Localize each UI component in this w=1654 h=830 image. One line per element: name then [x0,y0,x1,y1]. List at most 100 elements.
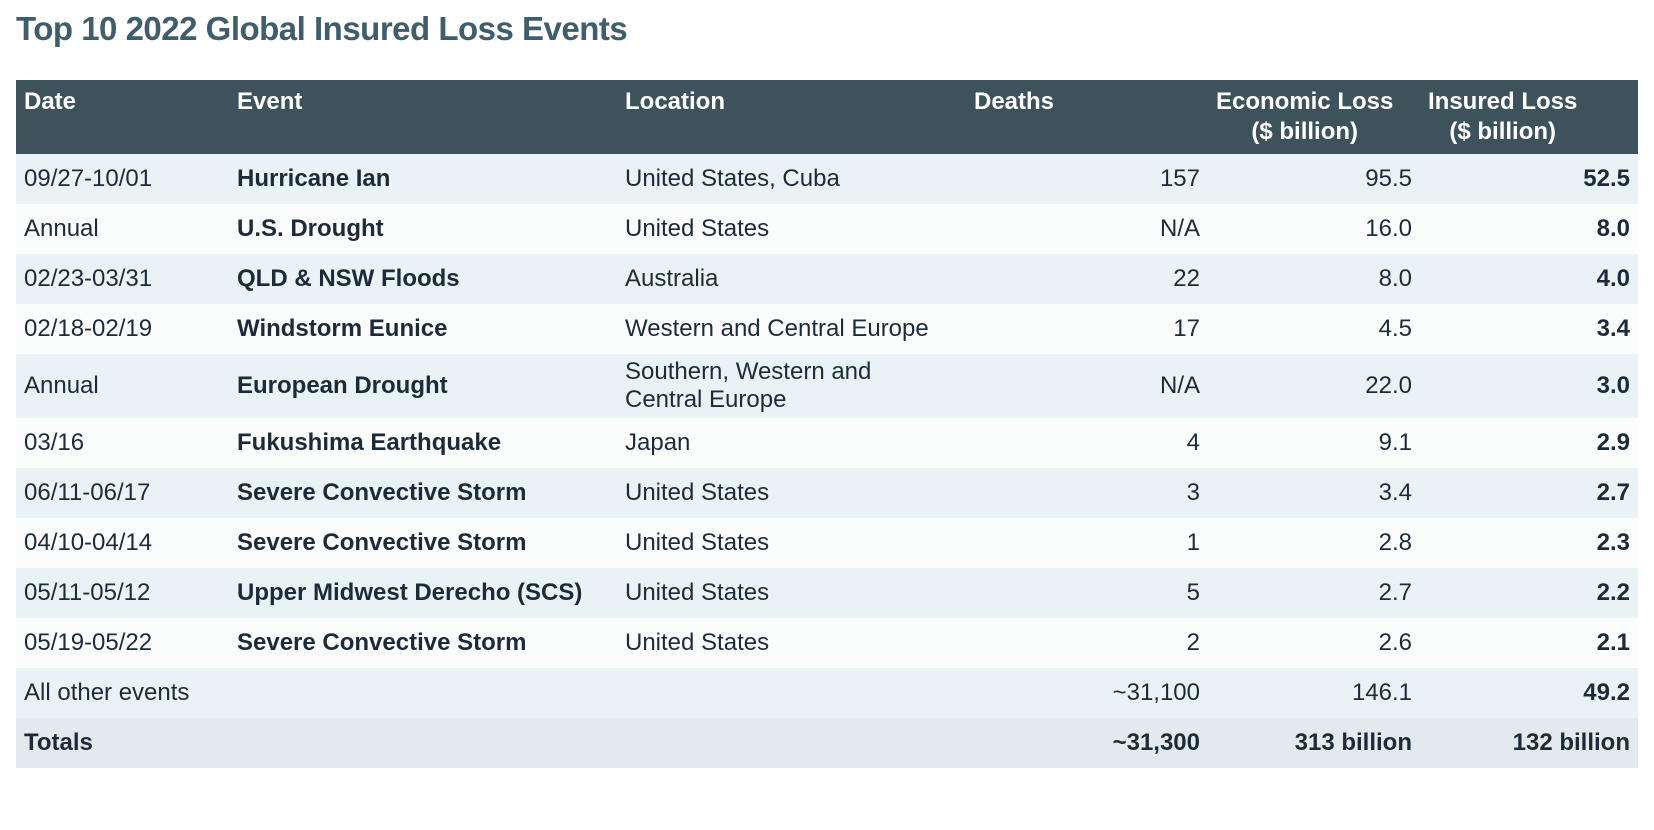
cell-location: Japan [617,418,966,468]
cell-date: 05/11-05/12 [16,568,229,618]
cell-deaths: ~31,100 [966,668,1208,718]
cell-economic-loss: 146.1 [1208,668,1420,718]
cell-event: Severe Convective Storm [229,468,617,518]
column-header-label: Deaths [974,88,1055,115]
cell-economic-loss: 8.0 [1208,254,1420,304]
table-body: 09/27-10/01 Hurricane Ian United States, C… [16,154,1638,668]
table-row: Annual U.S. Drought United States N/A 16.0 8.… [16,204,1638,254]
cell-location: United States [617,204,966,254]
column-header-sublabel: ($ billion) [1251,118,1359,145]
column-header-label-block: Deaths [974,87,1054,117]
cell-date: Annual [16,204,229,254]
cell-economic-loss: 313 billion [1208,718,1420,768]
column-header-sublabel: ($ billion) [1449,118,1557,145]
header-row: Date Event Location Deaths Economic Loss… [16,80,1638,154]
cell-insured-loss: 2.2 [1420,568,1638,618]
cell-insured-loss: 2.7 [1420,468,1638,518]
column-header-label: Economic Loss [1216,88,1394,115]
column-header-label-block: Insured Loss ($ billion) [1428,87,1577,147]
cell-deaths: 5 [966,568,1208,618]
loss-events-table: Date Event Location Deaths Economic Loss… [16,80,1638,768]
table-header: Date Event Location Deaths Economic Loss… [16,80,1638,154]
table-row-all-other-events: All other events ~31,100 146.1 49.2 [16,668,1638,718]
cell-label: All other events [16,668,966,718]
table-row: 05/19-05/22 Severe Convective Storm United… [16,618,1638,668]
cell-event: European Drought [229,354,617,418]
cell-deaths: 157 [966,154,1208,204]
column-header-insured-loss: Insured Loss ($ billion) [1420,80,1638,154]
cell-economic-loss: 3.4 [1208,468,1420,518]
cell-economic-loss: 2.7 [1208,568,1420,618]
cell-deaths: 3 [966,468,1208,518]
table-row: 02/23-03/31 QLD & NSW Floods Australia 22 8.… [16,254,1638,304]
table-row-totals: Totals ~31,300 313 billion 132 billion [16,718,1638,768]
cell-event: Upper Midwest Derecho (SCS) [229,568,617,618]
cell-event: U.S. Drought [229,204,617,254]
column-header-label: Location [625,88,725,115]
cell-economic-loss: 95.5 [1208,154,1420,204]
column-header-location: Location [617,80,966,154]
table-row: 02/18-02/19 Windstorm Eunice Western and C… [16,304,1638,354]
cell-deaths: ~31,300 [966,718,1208,768]
cell-date: 06/11-06/17 [16,468,229,518]
cell-deaths: 4 [966,418,1208,468]
cell-insured-loss: 2.9 [1420,418,1638,468]
table-row: 09/27-10/01 Hurricane Ian United States, C… [16,154,1638,204]
cell-location: United States [617,618,966,668]
cell-location: Southern, Western and Central Europe [617,354,966,418]
cell-deaths: N/A [966,204,1208,254]
cell-event: Severe Convective Storm [229,518,617,568]
cell-location: United States [617,468,966,518]
cell-economic-loss: 4.5 [1208,304,1420,354]
cell-insured-loss: 3.0 [1420,354,1638,418]
cell-date: 03/16 [16,418,229,468]
cell-insured-loss: 4.0 [1420,254,1638,304]
column-header-label: Date [24,88,77,115]
cell-economic-loss: 16.0 [1208,204,1420,254]
cell-date: 05/19-05/22 [16,618,229,668]
page-title: Top 10 2022 Global Insured Loss Events [16,10,628,47]
cell-location: United States [617,518,966,568]
cell-economic-loss: 2.6 [1208,618,1420,668]
cell-location: United States, Cuba [617,154,966,204]
column-header-label-block: Economic Loss ($ billion) [1216,87,1393,147]
cell-date: Annual [16,354,229,418]
cell-event: Severe Convective Storm [229,618,617,668]
cell-date: 02/23-03/31 [16,254,229,304]
cell-location: Western and Central Europe [617,304,966,354]
cell-deaths: 1 [966,518,1208,568]
cell-event: Fukushima Earthquake [229,418,617,468]
column-header-label: Insured Loss [1428,88,1578,115]
cell-deaths: N/A [966,354,1208,418]
column-header-event: Event [229,80,617,154]
column-header-economic-loss: Economic Loss ($ billion) [1208,80,1420,154]
table-row: 03/16 Fukushima Earthquake Japan 4 9.1 2.9 [16,418,1638,468]
table-footer: All other events ~31,100 146.1 49.2 Tota… [16,668,1638,768]
cell-location: Australia [617,254,966,304]
cell-event: Hurricane Ian [229,154,617,204]
table-row: 06/11-06/17 Severe Convective Storm United… [16,468,1638,518]
cell-deaths: 2 [966,618,1208,668]
cell-insured-loss: 3.4 [1420,304,1638,354]
cell-insured-loss: 49.2 [1420,668,1638,718]
cell-date: 09/27-10/01 [16,154,229,204]
cell-event: Windstorm Eunice [229,304,617,354]
cell-insured-loss: 8.0 [1420,204,1638,254]
cell-date: 02/18-02/19 [16,304,229,354]
cell-event: QLD & NSW Floods [229,254,617,304]
cell-insured-loss: 2.3 [1420,518,1638,568]
cell-label: Totals [16,718,966,768]
cell-insured-loss: 52.5 [1420,154,1638,204]
cell-insured-loss: 132 billion [1420,718,1638,768]
cell-economic-loss: 2.8 [1208,518,1420,568]
table-row: 05/11-05/12 Upper Midwest Derecho (SCS) Un… [16,568,1638,618]
column-header-deaths: Deaths [966,80,1208,154]
cell-deaths: 22 [966,254,1208,304]
cell-date: 04/10-04/14 [16,518,229,568]
cell-economic-loss: 9.1 [1208,418,1420,468]
cell-deaths: 17 [966,304,1208,354]
table-row: Annual European Drought Southern, Western … [16,354,1638,418]
column-header-date: Date [16,80,229,154]
cell-location: United States [617,568,966,618]
